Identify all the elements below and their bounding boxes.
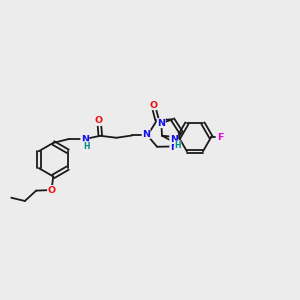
Text: N: N [170,134,178,143]
Text: F: F [217,133,223,142]
Text: O: O [95,116,103,125]
Text: N: N [157,119,165,128]
Text: O: O [48,185,56,194]
Text: O: O [149,101,157,110]
Text: N: N [142,130,150,139]
Text: H: H [83,142,89,151]
Text: H: H [174,141,181,150]
Text: N: N [170,143,178,152]
Text: N: N [81,134,89,143]
